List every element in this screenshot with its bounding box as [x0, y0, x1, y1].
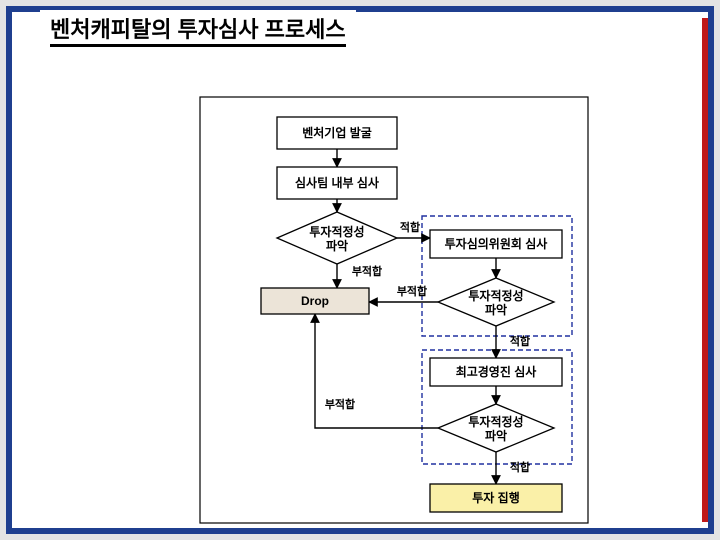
node-label-n3: 투자심의위원회 심사 [445, 236, 548, 251]
edge-label-3: 부적합 [352, 264, 382, 278]
node-label-n5: 투자 집행 [472, 490, 520, 505]
node-label-n4: 최고경영진 심사 [456, 364, 537, 379]
edge-label-9: 적합 [510, 460, 530, 474]
node-label2-d1: 파악 [326, 238, 348, 253]
node-label2-d3: 파악 [485, 428, 507, 443]
node-label-n2: 심사팀 내부 심사 [295, 175, 379, 190]
node-label-n1: 벤처기업 발굴 [302, 125, 372, 140]
edge-label-6: 적합 [510, 334, 530, 348]
edge-label-5: 부적합 [397, 284, 427, 298]
edge-label-2: 적합 [400, 220, 420, 234]
node-label1-d1: 투자적정성 [309, 224, 364, 239]
node-label-drop: Drop [301, 294, 329, 308]
node-label1-d3: 투자적정성 [468, 414, 523, 429]
main-frame: 벤처캐피탈의 투자심사 프로세스 적합부적합부적합적합부적합적합벤처기업 발굴심… [6, 6, 714, 534]
page-container: 벤처캐피탈의 투자심사 프로세스 적합부적합부적합적합부적합적합벤처기업 발굴심… [0, 0, 720, 540]
node-label2-d2: 파악 [485, 302, 507, 317]
node-label1-d2: 투자적정성 [468, 288, 523, 303]
flowchart-canvas: 적합부적합부적합적합부적합적합벤처기업 발굴심사팀 내부 심사투자적정성파악Dr… [12, 12, 720, 540]
edge-label-8: 부적합 [325, 397, 355, 411]
